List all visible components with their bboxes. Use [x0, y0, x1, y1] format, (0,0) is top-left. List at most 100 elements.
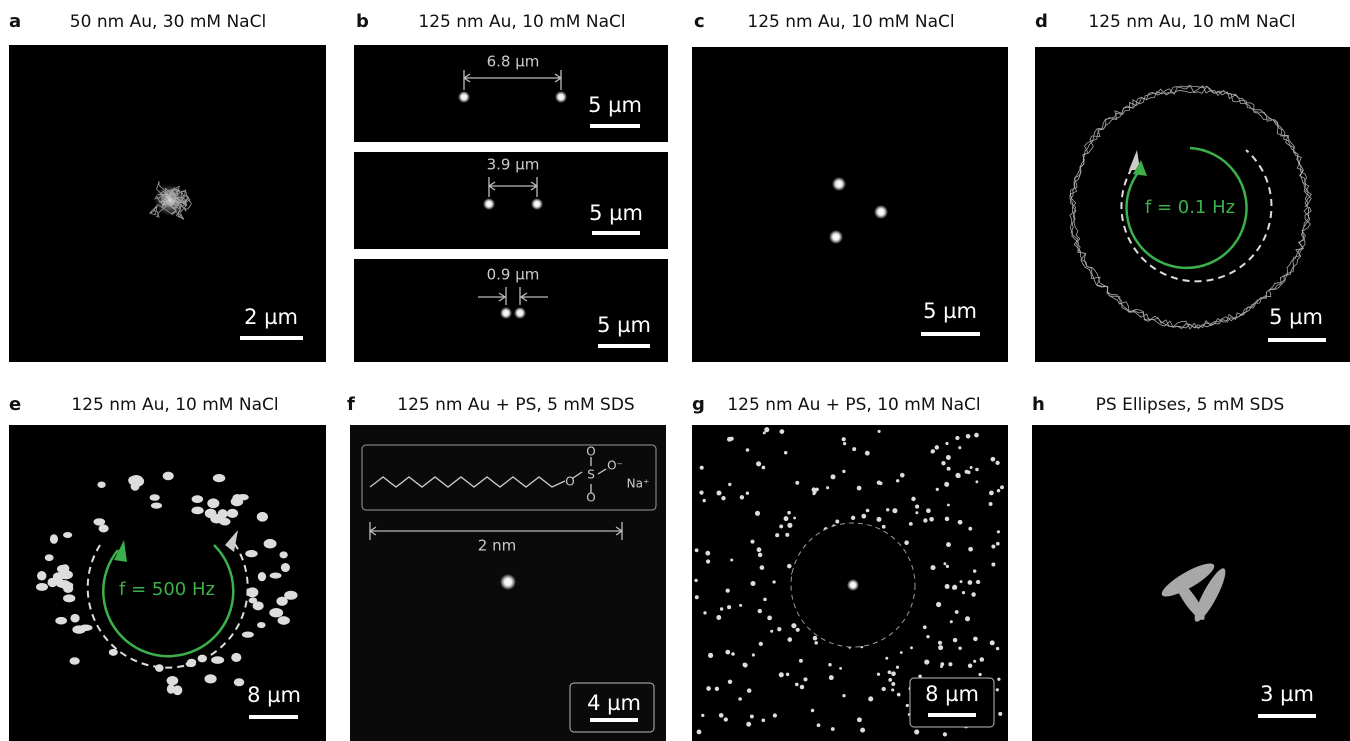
particle [728, 680, 732, 684]
particle [906, 704, 909, 707]
particle [1000, 485, 1004, 489]
particle [53, 572, 64, 581]
particle [269, 608, 283, 618]
particle [234, 678, 244, 686]
particle [55, 617, 67, 625]
particle [795, 481, 799, 485]
particle [973, 637, 978, 642]
particle [882, 525, 886, 529]
particle [758, 553, 762, 557]
particle [785, 533, 789, 537]
particle [868, 696, 873, 701]
particle [779, 672, 784, 677]
particle [923, 625, 927, 629]
particle [962, 591, 965, 594]
particle [731, 652, 735, 656]
particle [861, 514, 866, 519]
particle [968, 664, 973, 669]
panel-letter: h [1032, 394, 1045, 415]
particle [826, 486, 829, 489]
particle [931, 450, 934, 453]
particle [724, 717, 728, 721]
particle [211, 656, 224, 664]
particle [989, 491, 994, 496]
particle [832, 177, 846, 191]
particle [725, 650, 730, 655]
particle [697, 729, 702, 734]
particle [727, 437, 732, 442]
particle [218, 509, 228, 518]
particle [929, 517, 934, 522]
particle [750, 581, 755, 586]
particle [257, 622, 266, 628]
particle [851, 516, 855, 520]
particle [882, 687, 886, 691]
particle [941, 461, 945, 465]
particle [726, 588, 730, 592]
particle [278, 616, 290, 625]
particle [279, 551, 287, 558]
particle [857, 717, 862, 722]
particle [989, 502, 993, 506]
particle [752, 653, 755, 656]
particle [991, 457, 996, 462]
particle [204, 674, 216, 683]
particle [947, 467, 951, 471]
particle [780, 429, 785, 434]
particle [756, 461, 761, 466]
particle [716, 615, 721, 620]
particle [991, 544, 995, 548]
particle [799, 659, 803, 663]
scale-bar-label: 5 µm [597, 313, 651, 337]
particle [500, 574, 516, 590]
particle [191, 507, 203, 515]
particle [150, 494, 160, 501]
particle [996, 542, 1000, 546]
particle [888, 678, 892, 682]
particle [965, 616, 970, 621]
particle [483, 198, 495, 210]
particle [926, 508, 931, 513]
particle [814, 641, 818, 645]
panel-title: 125 nm Au + PS, 5 mM SDS [397, 395, 634, 415]
frequency-label: f = 0.1 Hz [1145, 197, 1235, 218]
distance-label: 6.8 µm [487, 53, 540, 71]
panel-title: 125 nm Au + PS, 10 mM NaCl [727, 395, 980, 415]
particle [715, 687, 719, 691]
particle [980, 657, 985, 662]
particle [747, 688, 752, 693]
particle [973, 569, 976, 572]
particle [971, 592, 975, 596]
particle [758, 609, 762, 613]
particle [945, 584, 950, 589]
particle [699, 490, 703, 494]
length-label: 2 nm [478, 537, 516, 555]
particle [909, 522, 913, 526]
particle [896, 666, 899, 669]
scale-bar-label: 8 µm [247, 683, 301, 707]
particle [703, 499, 706, 502]
particle [739, 604, 742, 607]
molecule-atom: Na⁺ [627, 477, 650, 491]
particle [706, 686, 711, 691]
particle [791, 623, 796, 628]
scale-bar-label: 8 µm [925, 682, 979, 706]
particle [281, 563, 290, 572]
particle [947, 504, 950, 507]
particle [955, 473, 960, 478]
particle [946, 542, 951, 547]
particle [706, 559, 710, 563]
particle [253, 601, 264, 610]
particle [705, 551, 710, 556]
particle [935, 445, 939, 449]
particle [865, 451, 870, 456]
panel-letter: a [9, 11, 21, 32]
particle [878, 430, 881, 433]
particle [866, 509, 870, 513]
particle [955, 436, 959, 440]
particle [151, 503, 162, 509]
particle [970, 466, 973, 469]
particle [257, 512, 268, 522]
particle [775, 533, 779, 537]
particle [877, 517, 882, 522]
